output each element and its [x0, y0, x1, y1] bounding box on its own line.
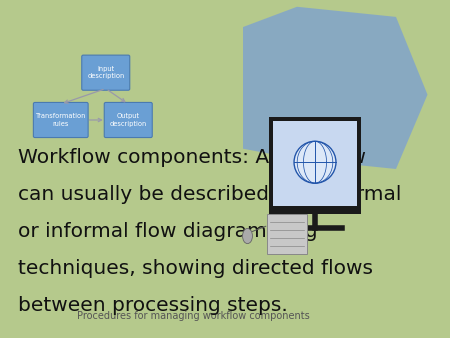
FancyBboxPatch shape: [273, 121, 357, 206]
Text: or informal flow diagramming: or informal flow diagramming: [18, 222, 318, 241]
FancyBboxPatch shape: [269, 117, 361, 214]
Text: can usually be described using formal: can usually be described using formal: [18, 185, 401, 204]
Text: Output
description: Output description: [110, 113, 147, 127]
Text: Workflow components: A workflow: Workflow components: A workflow: [18, 148, 366, 167]
Text: Procedures for managing workflow components: Procedures for managing workflow compone…: [77, 311, 310, 321]
Text: Input
description: Input description: [87, 66, 124, 79]
Circle shape: [294, 141, 336, 183]
Polygon shape: [243, 7, 428, 169]
Text: between processing steps.: between processing steps.: [18, 296, 288, 315]
Ellipse shape: [243, 228, 252, 244]
Text: techniques, showing directed flows: techniques, showing directed flows: [18, 259, 373, 278]
FancyBboxPatch shape: [104, 102, 152, 138]
Text: Transformation
rules: Transformation rules: [36, 113, 86, 127]
FancyBboxPatch shape: [33, 102, 88, 138]
FancyBboxPatch shape: [82, 55, 130, 90]
FancyBboxPatch shape: [267, 214, 306, 254]
